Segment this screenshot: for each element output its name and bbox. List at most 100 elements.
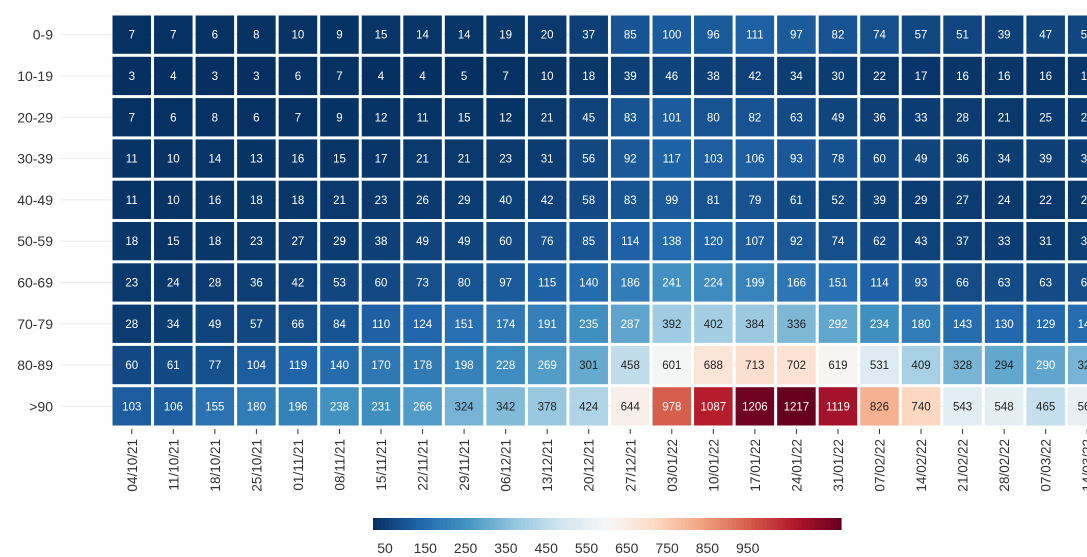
heatmap-cell [237,56,276,96]
legend-swatch [802,518,807,530]
cell-value-label: 12 [375,112,388,124]
heatmap-cell [320,180,359,219]
legend-swatch [766,518,772,530]
heatmap-cell [1067,222,1087,261]
heatmap-cell [320,263,359,302]
cell-value-label: 688 [704,360,723,372]
cell-value-label: 74 [832,236,845,248]
heatmap-cell [610,387,650,426]
legend-tick-label: 350 [494,540,518,556]
heatmap-cell [943,387,982,426]
legend-swatch [447,518,452,530]
cell-value-label: 73 [416,277,429,289]
cell-value-label: 180 [247,401,266,413]
heatmap-cell [527,387,567,426]
cell-value-label: 97 [790,30,803,42]
cell-value-label: 66 [956,277,969,289]
legend-swatch [525,518,530,530]
legend-swatch [681,518,686,530]
cell-value-label: 13 [250,154,263,166]
cell-value-label: 81 [707,195,720,207]
legend-swatch [373,518,378,530]
cell-value-label: 29 [333,236,346,248]
legend-swatch [404,518,409,530]
cell-value-label: 62 [873,236,886,248]
heatmap-cell [943,98,982,137]
cell-value-label: 19 [499,30,512,42]
cell-value-label: 47 [1039,30,1052,42]
cell-value-label: 290 [1036,360,1055,372]
cell-value-label: 23 [1081,195,1087,207]
legend-swatch [392,518,397,530]
cell-value-label: 601 [662,360,681,372]
heatmap-cell [320,304,359,343]
heatmap-cell [860,263,899,302]
legend-swatch [642,518,647,530]
cell-value-label: 7 [129,112,135,124]
cell-value-label: 30 [832,71,845,83]
cell-value-label: 7 [295,112,301,124]
cell-value-label: 16 [208,195,221,207]
heatmap-cell [610,56,650,96]
heatmap-cell [652,304,692,343]
legend-swatch [552,518,557,530]
heatmap-cell [1026,15,1065,54]
heatmap-cell [320,222,359,261]
x-tick-label: 28/02/22 [997,439,1012,492]
legend-swatch [720,518,725,530]
cell-value-label: 702 [787,360,806,372]
heatmap-cell [901,304,941,343]
heatmap-cell [195,98,235,137]
heatmap-cell [610,15,650,54]
cell-value-label: 740 [911,401,930,413]
heatmap-cell [1067,139,1087,178]
cell-value-label: 57 [250,319,263,331]
heatmap-cell [1067,263,1087,302]
heatmap-cell [984,180,1024,219]
cell-value-label: 119 [289,360,307,372]
legend-swatch [622,518,628,530]
legend-swatch [774,518,780,530]
heatmap-cell [112,304,152,343]
y-tick-label: 50-59 [17,233,53,249]
legend-swatch [474,518,479,530]
cell-value-label: 19 [1081,71,1087,83]
legend-swatch [521,518,526,530]
heatmap-cell [610,304,650,343]
heatmap-cell [361,345,401,385]
cell-value-label: 129 [1036,319,1055,331]
heatmap-cell [154,387,193,426]
cell-value-label: 198 [454,360,473,372]
y-tick-label: 10-19 [17,68,53,84]
cell-value-label: 103 [704,154,723,166]
cell-value-label: 424 [579,401,599,413]
cell-value-label: 21 [333,195,346,207]
legend-swatch [747,518,752,530]
heatmap-cell [610,98,650,137]
heatmap-cell [237,222,276,261]
cell-value-label: 56 [582,154,595,166]
cell-value-label: 34 [167,319,180,331]
cell-value-label: 92 [624,154,637,166]
cell-value-label: 63 [790,112,803,124]
heatmap-cell [486,15,525,54]
cell-value-label: 27 [292,236,305,248]
cell-value-label: 110 [372,319,390,331]
cell-value-label: 15 [458,112,471,124]
cell-value-label: 76 [541,236,554,248]
legend-swatch [556,518,561,530]
heatmap-cell [403,98,442,137]
legend-swatch [591,518,596,530]
heatmap-cell [278,15,318,54]
cell-value-label: 40 [499,195,512,207]
x-tick-label: 06/12/21 [499,439,514,492]
cell-value-label: 378 [538,401,557,413]
heatmap-cell [984,139,1024,178]
cell-value-label: 180 [911,319,930,331]
heatmap-cell [777,387,816,426]
heatmap-cell [1026,345,1065,385]
cell-value-label: 27 [956,195,969,207]
legend-swatch [607,518,612,530]
x-tick-label: 14/02/22 [914,439,929,492]
x-tick-label: 31/01/22 [831,439,846,492]
